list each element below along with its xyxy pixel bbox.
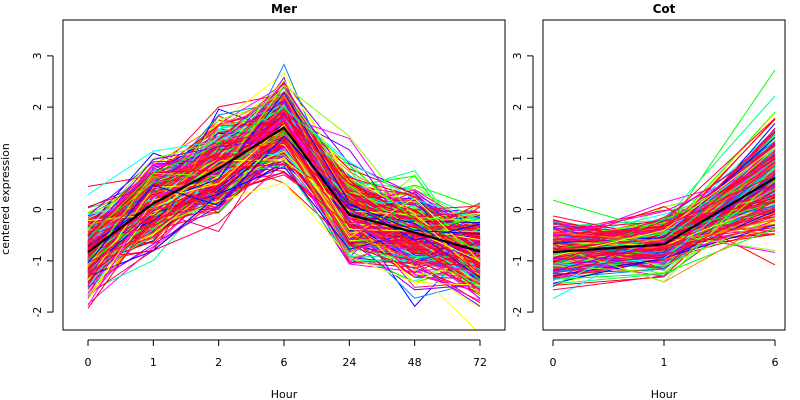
- profile-line: [552, 150, 776, 244]
- profile-line: [552, 224, 776, 284]
- mean-profile-line: [552, 176, 776, 254]
- profile-line: [87, 129, 481, 264]
- profile-line: [552, 145, 776, 262]
- profile-line: [552, 213, 776, 257]
- profile-line: [87, 107, 481, 252]
- profile-line: [552, 174, 776, 244]
- profile-line: [552, 162, 776, 236]
- profile-line: [87, 79, 481, 274]
- x-axis-label-cot: Hour: [651, 388, 678, 400]
- profile-line: [87, 138, 481, 282]
- y-axis-label: centered expression: [0, 143, 12, 255]
- profile-line: [87, 164, 481, 309]
- y-axis-cot: -2 -1 0 1 2 3: [511, 52, 534, 318]
- x-tick-label: 6: [772, 356, 779, 369]
- y-tick-label: 1: [31, 155, 44, 162]
- y-tick-label: 2: [511, 104, 524, 111]
- profile-line: [552, 161, 776, 272]
- x-axis-cot: 0 1 6: [550, 339, 779, 369]
- panel-mer: Mer 0 1 2 6 24 48 72 -2 -1 0 1 2 3 Hour: [31, 2, 506, 400]
- panel-cot: Cot 0 1 6 -2 -1 0 1 2 3 Hour: [511, 2, 786, 400]
- x-axis-mer: 0 1 2 6 24 48 72: [85, 339, 487, 369]
- plot-frame-cot: [542, 19, 786, 331]
- x-tick-label: 0: [85, 356, 92, 369]
- profile-line: [87, 134, 481, 282]
- x-tick-label: 24: [342, 356, 356, 369]
- profile-line: [87, 111, 481, 258]
- x-tick-label: 72: [473, 356, 487, 369]
- y-tick-label: 0: [511, 206, 524, 213]
- profile-line: [552, 206, 776, 266]
- profile-line: [87, 124, 481, 301]
- profile-line: [552, 137, 776, 244]
- profile-line: [552, 168, 776, 266]
- y-tick-label: -1: [31, 255, 44, 266]
- profile-line: [552, 182, 776, 272]
- x-tick-label: 1: [661, 356, 668, 369]
- y-tick-label: -2: [511, 307, 524, 318]
- plot-area-cot: [552, 69, 776, 299]
- panel-title-cot: Cot: [653, 2, 676, 16]
- y-tick-label: -1: [511, 255, 524, 266]
- profile-line: [87, 135, 481, 264]
- y-tick-label: 3: [31, 52, 44, 59]
- panel-title-mer: Mer: [271, 2, 297, 16]
- profile-line: [552, 195, 776, 245]
- plot-frame-mer: [62, 19, 506, 331]
- profile-line: [552, 226, 776, 249]
- profile-line: [552, 223, 776, 242]
- y-tick-label: 2: [31, 104, 44, 111]
- x-tick-label: 0: [550, 356, 557, 369]
- x-tick-label: 6: [281, 356, 288, 369]
- profile-line: [552, 200, 776, 261]
- profile-line: [552, 130, 776, 248]
- y-axis-mer: -2 -1 0 1 2 3: [31, 52, 54, 318]
- profile-line: [87, 80, 481, 299]
- profile-line: [552, 202, 776, 250]
- x-tick-label: 1: [150, 356, 157, 369]
- mean-profile-line: [87, 126, 481, 253]
- x-axis-label-mer: Hour: [271, 388, 298, 400]
- profile-line: [552, 180, 776, 274]
- x-tick-label: 2: [215, 356, 222, 369]
- y-tick-label: -2: [31, 307, 44, 318]
- y-tick-label: 0: [31, 206, 44, 213]
- profile-line: [87, 100, 481, 262]
- profile-line: [87, 171, 481, 278]
- profile-line: [552, 227, 776, 280]
- profile-line: [87, 118, 481, 306]
- profile-line: [552, 166, 776, 283]
- profile-line: [87, 159, 481, 277]
- profile-line: [87, 141, 481, 273]
- x-tick-label: 48: [408, 356, 422, 369]
- plot-area-mer: [87, 63, 481, 330]
- y-tick-label: 3: [511, 52, 524, 59]
- y-tick-label: 1: [511, 155, 524, 162]
